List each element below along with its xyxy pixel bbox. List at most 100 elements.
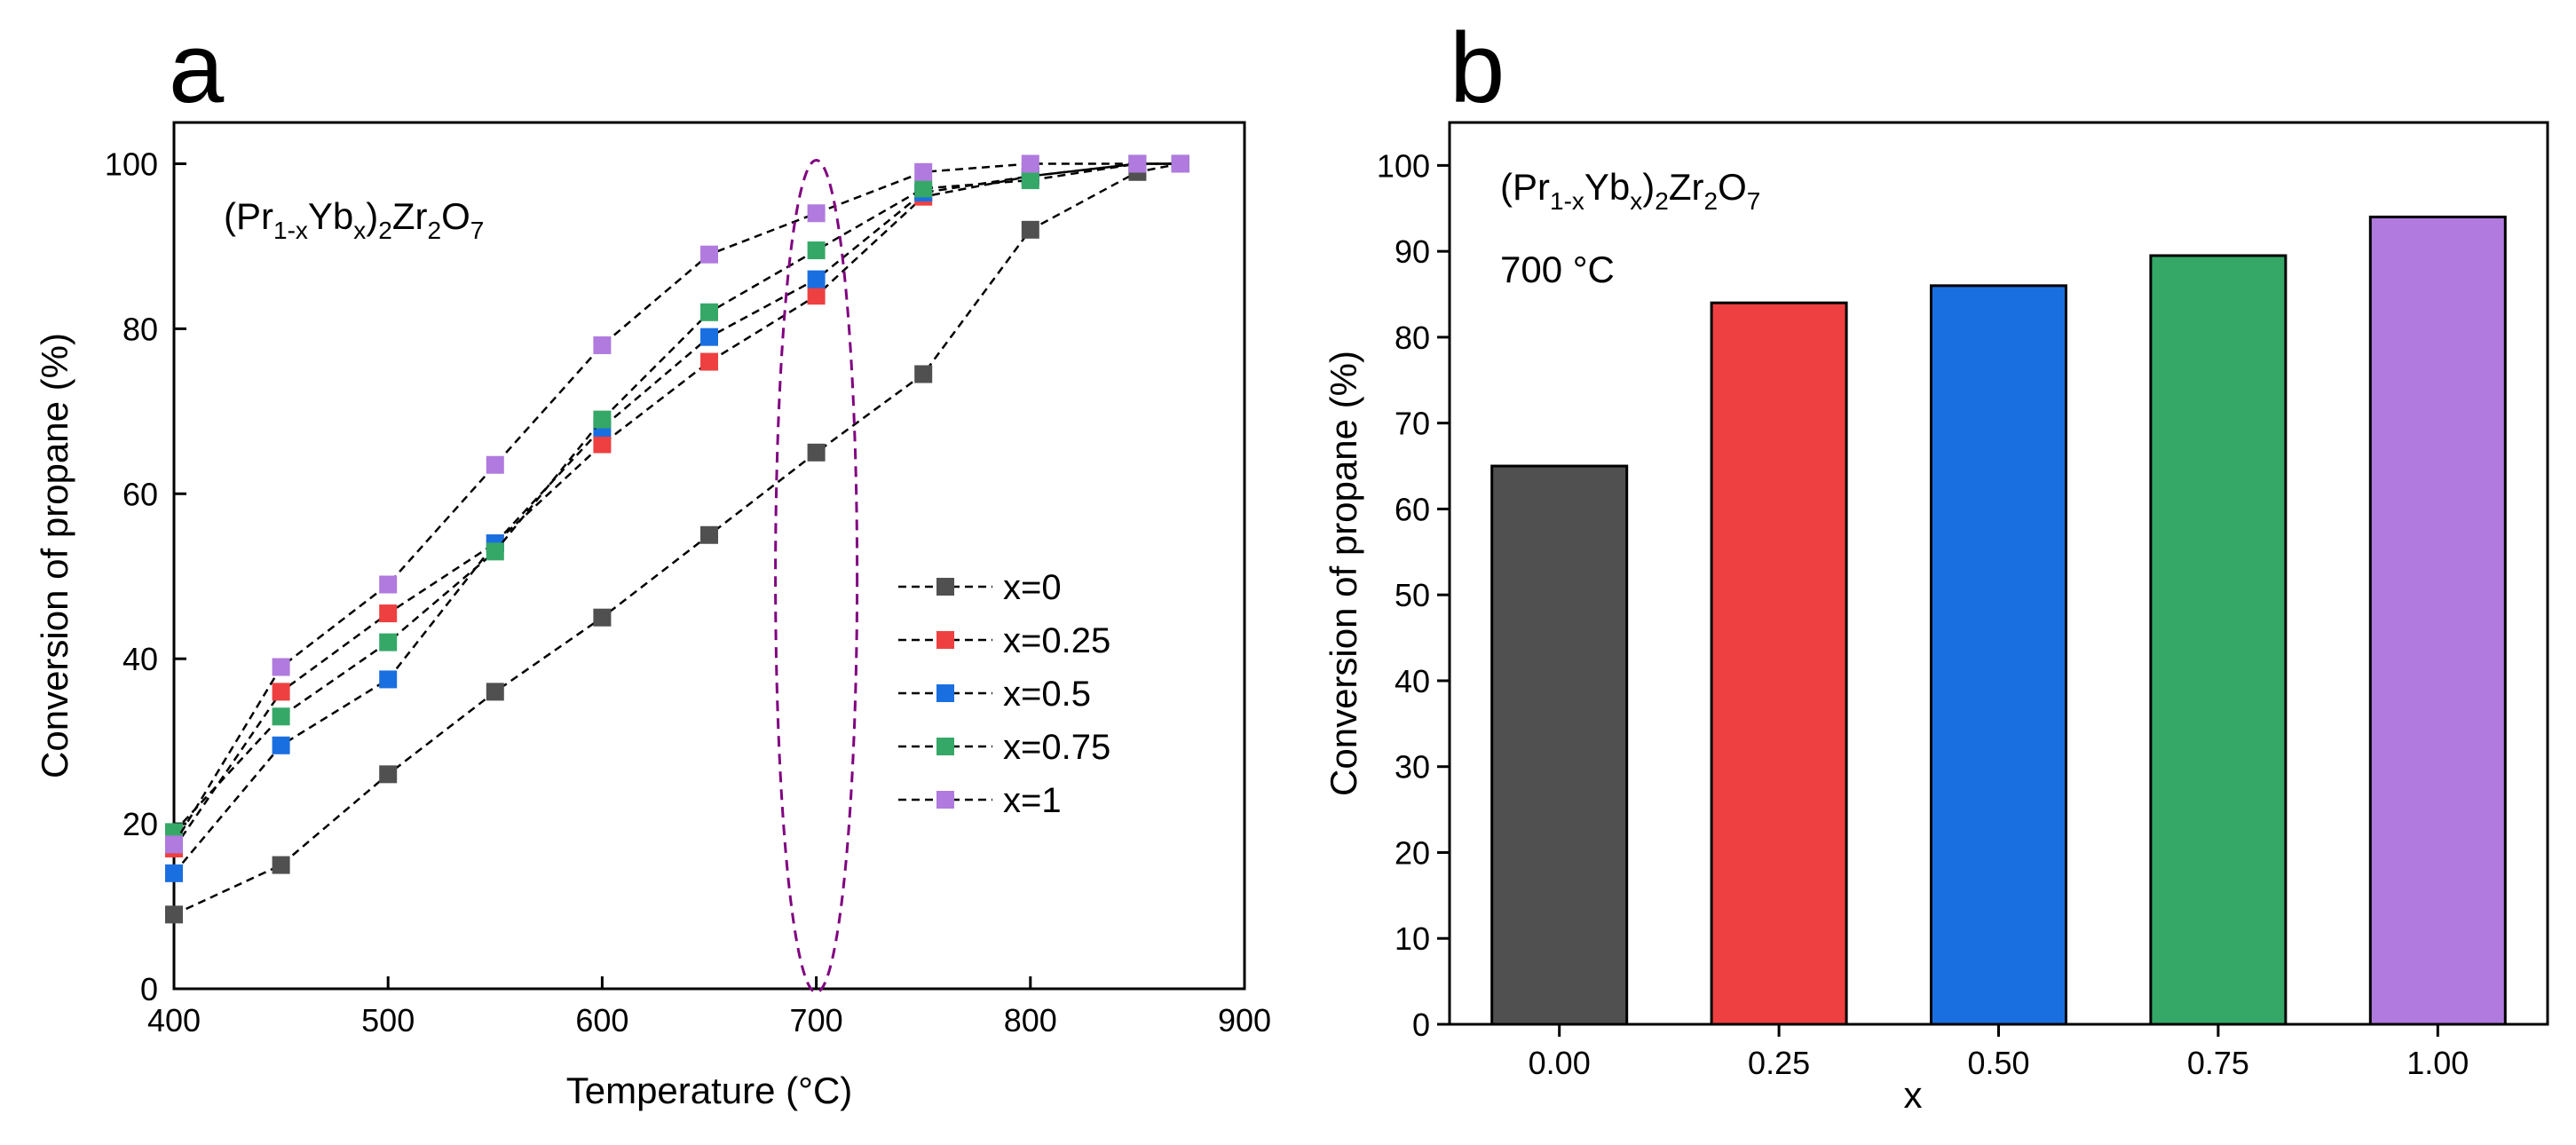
legend-marker: [936, 738, 954, 755]
data-point: [593, 336, 612, 354]
panel-a-x-tick-label: 500: [361, 1002, 415, 1038]
data-point: [272, 707, 290, 726]
data-point: [165, 835, 183, 854]
highlight-ellipse-700C: [774, 158, 859, 994]
panel-b-y-tick-label: 50: [1395, 577, 1430, 613]
panel-a-x-tick-label: 800: [1004, 1002, 1057, 1038]
legend-marker: [936, 791, 954, 809]
panel-b: b 0 10 20 30 40 50 60 70 80 90 100 0.00 0.25 0.50 0.7…: [1323, 12, 2549, 1116]
data-point: [807, 270, 826, 288]
data-point: [700, 525, 718, 544]
panel-b-x-axis: 0.00 0.25 0.50 0.75 1.00: [1529, 1024, 2469, 1081]
series-x=0: [165, 154, 1189, 924]
legend-entry: x=0.5: [898, 675, 1091, 714]
legend-entry: x=0.75: [898, 728, 1110, 767]
data-point: [593, 410, 612, 429]
data-point: [807, 241, 826, 260]
panel-a-formula-annotation: (Pr1-xYbx)2Zr2O7: [224, 195, 484, 244]
panel-b-y-tick-label: 30: [1395, 749, 1430, 786]
panel-b-y-tick-label: 70: [1395, 406, 1430, 442]
legend-marker: [936, 631, 954, 649]
series-line: [172, 162, 1181, 849]
data-point: [807, 443, 826, 462]
data-point: [379, 633, 398, 651]
panel-b-y-tick-label: 90: [1395, 233, 1430, 270]
legend-label: x=0.25: [1003, 621, 1110, 660]
panel-a-y-axis-title: Conversion of propane (%): [34, 333, 75, 778]
panel-b-bars: [1490, 215, 2507, 1026]
legend-entry: x=0.25: [898, 621, 1110, 660]
data-point: [486, 542, 504, 561]
panel-a-plot-frame: [172, 121, 1246, 991]
panel-a-series-group: [165, 154, 1189, 924]
panel-a-y-tick-label: 0: [140, 971, 158, 1007]
bar-0.75: [2149, 254, 2288, 1026]
panel-a-x-axis: 400 500 600 700 800 900: [147, 976, 1271, 1038]
data-point: [379, 575, 398, 594]
panel-b-x-tick-label: 0.00: [1529, 1045, 1591, 1081]
data-point: [700, 245, 718, 264]
panel-a-y-axis: 0 20 40 60 80 100: [105, 146, 186, 1007]
panel-b-formula-annotation: (Pr1-xYbx)2Zr2O7: [1500, 166, 1760, 215]
legend-marker: [936, 578, 954, 596]
legend-label: x=0.5: [1003, 675, 1091, 714]
panel-b-letter: b: [1450, 12, 1505, 123]
panel-b-x-tick-label: 0.75: [2187, 1045, 2249, 1081]
panel-a: a 400 500 600 700 800 900 0 20 40 60 80 100 Temper…: [34, 12, 1271, 1111]
bar-1.00: [2368, 215, 2507, 1026]
legend-entry: x=0: [898, 568, 1062, 607]
series-x=0.5: [165, 154, 1189, 882]
data-point: [1021, 154, 1039, 173]
data-point: [1128, 154, 1147, 173]
legend-label: x=1: [1003, 781, 1062, 820]
panel-b-x-tick-label: 0.50: [1967, 1045, 2029, 1081]
data-point: [272, 856, 290, 874]
panel-a-legend: x=0 x=0.25 x=0.5 x=0.75 x=1: [898, 568, 1110, 820]
data-point: [914, 162, 933, 181]
data-point: [1021, 171, 1039, 190]
panel-b-y-axis: 0 10 20 30 40 50 60 70 80 90 100: [1377, 147, 1450, 1043]
data-point: [807, 287, 826, 305]
data-point: [700, 328, 718, 346]
panel-a-y-tick-label: 100: [105, 146, 158, 182]
panel-a-x-tick-label: 700: [790, 1002, 843, 1038]
data-point: [379, 604, 398, 623]
bar-0.00: [1490, 464, 1629, 1026]
panel-b-x-tick-label: 1.00: [2406, 1045, 2469, 1081]
data-point: [486, 455, 504, 474]
data-point: [700, 352, 718, 371]
bar-0.50: [1930, 284, 2067, 1026]
panel-b-y-tick-label: 40: [1395, 663, 1430, 699]
panel-b-y-tick-label: 10: [1395, 920, 1430, 957]
panel-b-temperature-annotation: 700 °C: [1500, 249, 1615, 290]
data-point: [486, 683, 504, 701]
data-point: [807, 204, 826, 223]
data-point: [914, 179, 933, 198]
panel-a-x-tick-label: 400: [147, 1002, 201, 1038]
legend-label: x=0.75: [1003, 728, 1110, 767]
panel-a-x-tick-label: 600: [575, 1002, 628, 1038]
data-point: [272, 683, 290, 701]
panel-a-letter: a: [169, 12, 225, 123]
panel-b-y-tick-label: 60: [1395, 491, 1430, 527]
data-point: [165, 905, 183, 924]
panel-a-x-tick-label: 900: [1218, 1002, 1271, 1038]
data-point: [379, 670, 398, 689]
panel-a-y-tick-label: 60: [122, 476, 158, 512]
data-point: [272, 736, 290, 754]
panel-a-y-tick-label: 20: [122, 806, 158, 842]
data-point: [165, 864, 183, 882]
panel-b-y-tick-label: 0: [1412, 1007, 1430, 1043]
data-point: [914, 365, 933, 383]
legend-entry: x=1: [898, 781, 1062, 820]
panel-b-x-tick-label: 0.25: [1748, 1045, 1810, 1081]
data-point: [272, 658, 290, 676]
data-point: [593, 435, 612, 454]
bar-0.25: [1710, 301, 1848, 1026]
data-point: [700, 303, 718, 321]
panel-a-x-axis-title: Temperature (°C): [566, 1070, 853, 1111]
series-x=1: [165, 154, 1189, 854]
data-point: [593, 608, 612, 627]
data-point: [1021, 220, 1039, 239]
